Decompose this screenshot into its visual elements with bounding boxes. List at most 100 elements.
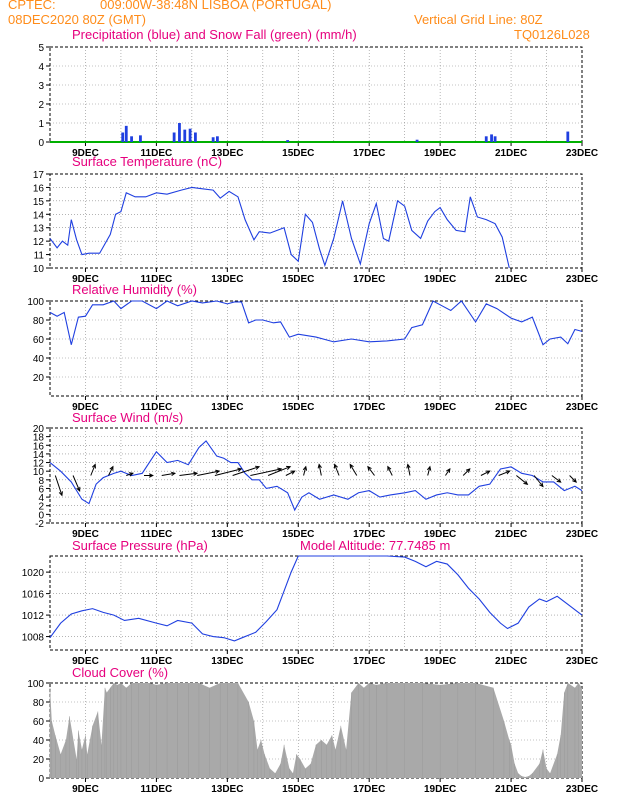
wind-arrow [90,464,96,476]
wind-arrow-head [333,463,338,469]
wind-arrow [533,475,544,487]
precip-bar [124,125,128,142]
cloud-ytick-label: 20 [33,755,45,766]
wind-arrow [214,468,242,476]
wind-arrow-head [426,465,432,471]
wind-arrow [197,470,220,476]
precip-bar [130,136,133,142]
wind-arrow-head [148,473,154,478]
wind-arrow [569,475,577,483]
precip-bar [286,140,290,142]
wind-arrow-head [446,467,451,473]
wind-ytick-label: -2 [35,519,44,530]
temp-xtick-label: 21DEC [495,274,527,285]
pressure-xtick-label: 9DEC [72,656,99,667]
wind-arrow-head [290,470,296,475]
rh-xtick-label: 17DEC [353,402,385,413]
precip-bar [211,137,215,142]
cloud-xtick-label: 11DEC [141,784,173,795]
precip-xtick-label: 9DEC [72,148,99,159]
pressure-panel: 1008 1012 1016 1020 9DEC 11DEC 13DEC 15DEC 17DEC… [22,555,598,667]
wind-arrow-head [387,465,392,471]
precip-xtick-label: 11DEC [141,148,173,159]
temp-ytick-label: 16 [33,183,45,194]
wind-xtick-label: 19DEC [424,529,456,540]
temp-panel: 10 11 12 13 14 15 16 17 9DEC 11DEC 13DEC 15DEC 17DEC… [33,170,598,285]
cloud-xtick-label: 19DEC [424,784,456,795]
wind-arrow [462,468,471,476]
wind-arrow [250,468,282,476]
precip-xtick-label: 19DEC [424,148,456,159]
wind-arrow [367,466,375,476]
wind-arrow [303,466,307,476]
wind-xtick-label: 13DEC [211,529,243,540]
temp-xtick-label: 9DEC [72,274,99,285]
wind-arrow [349,464,358,476]
temp-ytick-label: 10 [33,264,45,275]
rh-xtick-label: 23DEC [566,402,598,413]
rh-xtick-label: 15DEC [282,402,314,413]
temp-xtick-label: 13DEC [211,274,243,285]
wind-xtick-label: 23DEC [566,529,598,540]
wind-arrow [72,475,81,492]
wind-arrow-head [76,486,81,492]
header-source: CPTEC: [8,0,56,12]
pressure-xtick-label: 15DEC [282,656,314,667]
wind-ytick-label: 2 [38,502,44,513]
wind-arrow-head [215,469,221,474]
pressure-line [49,555,583,642]
cloud-xtick-label: 15DEC [282,784,314,795]
pressure-xtick-label: 19DEC [424,656,456,667]
wind-arrow [54,475,63,496]
wind-arrow [516,475,528,485]
rh-xtick-label: 21DEC [495,402,527,413]
precip-panel: 0 1 2 3 4 5 9DEC 11DEC 13DEC 15DEC 17DEC 19DEC 21DEC… [38,43,598,159]
rh-ytick-label: 60 [33,335,45,346]
precip-ytick-label: 5 [38,43,44,54]
rh-xtick-label: 9DEC [72,402,99,413]
wind-arrow-head [170,471,177,477]
wind-arrow-head [58,491,63,497]
wind-arrow-head [277,467,283,472]
precip-bar [178,123,181,142]
precip-bar [566,131,570,142]
wind-arrow [334,464,340,476]
pressure-title: Surface Pressure (hPa) [72,538,208,553]
temp-xtick-label: 17DEC [353,274,385,285]
pressure-xtick-label: 17DEC [353,656,385,667]
wind-arrow-head [367,465,372,471]
temp-xtick-label: 23DEC [566,274,598,285]
wind-arrow-head [302,465,308,471]
rh-line [49,300,583,346]
cloud-xtick-label: 13DEC [211,784,243,795]
wind-arrow [108,466,114,476]
wind-arrow [267,466,291,476]
rh-ytick-label: 100 [27,297,44,308]
wind-xtick-label: 9DEC [72,529,99,540]
temp-ytick-label: 15 [33,197,45,208]
cloud-xtick-label: 9DEC [72,784,99,795]
rh-xtick-label: 11DEC [141,402,173,413]
precip-bar [493,136,497,142]
cloud-ytick-label: 0 [38,774,44,785]
header-location: 009:00W-38:48N LISBOA (PORTUGAL) [100,0,332,12]
header-code: TQ0126L028 [514,27,590,42]
wind-arrow [387,466,393,476]
wind-arrow-head [193,471,199,476]
wind-arrow-head [317,463,322,469]
header-run: 08DEC2020 80Z (GMT) [8,12,146,27]
temp-xtick-label: 15DEC [282,274,314,285]
wind-arrow-head [485,470,491,475]
wind-arrow [498,470,510,476]
precip-bar [194,132,197,142]
header-grid-note: Vertical Grid Line: 80Z [414,12,543,27]
wind-ytick-label: 8 [38,476,44,487]
wind-ytick-label: 6 [38,484,44,495]
precip-bar [139,135,142,142]
pressure-xtick-label: 21DEC [495,656,527,667]
precip-ytick-label: 2 [38,100,44,111]
pressure-xtick-label: 13DEC [211,656,243,667]
temp-line [49,186,510,269]
wind-ytick-label: 16 [33,441,45,452]
temp-xtick-label: 19DEC [424,274,456,285]
